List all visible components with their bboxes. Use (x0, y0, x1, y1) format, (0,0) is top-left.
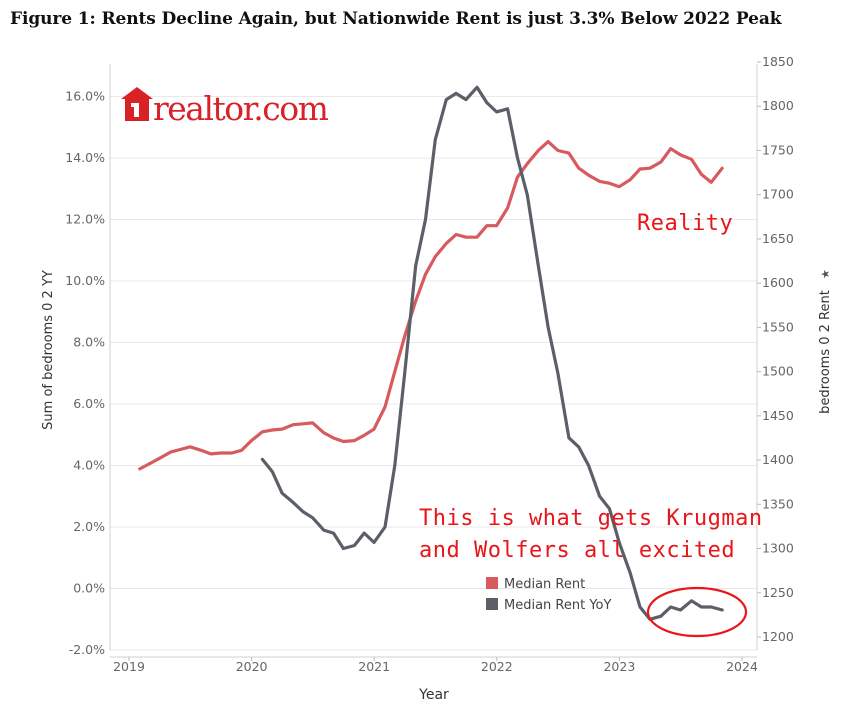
y-right-tick-label: 1750 (762, 142, 794, 157)
y-right-tick-label: 1400 (762, 452, 794, 467)
y-right-tick-label: 1550 (762, 319, 794, 334)
y-left-tick-label: 10.0% (65, 273, 105, 288)
x-tick-label: 2024 (726, 659, 758, 674)
legend-swatch-median-rent (486, 577, 498, 589)
x-tick-label: 2020 (236, 659, 268, 674)
x-tick-label: 2021 (358, 659, 390, 674)
y-right-tick-label: 1450 (762, 408, 794, 423)
x-axis-ticks: 2019 2020 2021 2022 2023 2024 (113, 657, 758, 674)
y-left-tick-label: 16.0% (65, 89, 105, 104)
y-left-tick-label: 14.0% (65, 150, 105, 165)
legend-label-median-rent-yoy: Median Rent YoY (504, 598, 611, 613)
y-right-tick-label: 1600 (762, 275, 794, 290)
left-axis-ticks: 16.0% 14.0% 12.0% 10.0% 8.0% 6.0% 4.0% 2.0% 0.0%… (65, 89, 105, 658)
y-right-tick-label: 1650 (762, 231, 794, 246)
legend: Median Rent Median Rent YoY (486, 577, 611, 613)
sort-icon[interactable]: ★ (819, 269, 832, 279)
series-lines (138, 85, 724, 621)
annotation-krugman-line1: This is what gets Krugman (419, 506, 763, 531)
y-left-tick-label: 6.0% (73, 396, 105, 411)
y-right-tick-label: 1250 (762, 585, 794, 600)
x-tick-label: 2022 (481, 659, 513, 674)
gridlines (110, 96, 757, 651)
y-right-tick-label: 1200 (762, 629, 794, 644)
y-right-tick-label: 1800 (762, 98, 794, 113)
y-left-tick-label: 12.0% (65, 212, 105, 227)
right-axis-ticks: 1850 1800 1750 1700 1650 1600 1550 1500 1450 1400… (757, 54, 794, 644)
y-left-tick-label: 2.0% (73, 519, 105, 534)
series-line-median-rent (138, 140, 724, 471)
annotation-reality: Reality (637, 211, 733, 236)
axes (109, 64, 758, 658)
figure-title: Figure 1: Rents Decline Again, but Natio… (10, 9, 782, 29)
x-tick-label: 2023 (603, 659, 635, 674)
x-tick-label: 2019 (113, 659, 145, 674)
logo-text: realtor.com (153, 89, 329, 128)
y-right-tick-label: 1500 (762, 364, 794, 379)
legend-swatch-median-rent-yoy (486, 598, 498, 610)
y-left-tick-label: -2.0% (69, 642, 105, 657)
y-left-tick-label: 0.0% (73, 581, 105, 596)
y-left-tick-label: 8.0% (73, 335, 105, 350)
realtor-logo: realtor.com (121, 87, 330, 128)
y-right-tick-label: 1300 (762, 541, 794, 556)
house-icon (121, 87, 153, 121)
series-line-median-rent-yoy (260, 85, 724, 621)
y-right-tick-label: 1350 (762, 496, 794, 511)
y-axis-left-label: Sum of bedrooms 0 2 YY (41, 270, 56, 430)
y-axis-right-label: bedrooms 0 2 Rent (818, 290, 833, 414)
y-right-tick-label: 1700 (762, 187, 794, 202)
annotation-krugman-line2: and Wolfers all excited (419, 538, 735, 563)
legend-label-median-rent: Median Rent (504, 577, 585, 592)
x-axis-label: Year (418, 687, 449, 703)
y-right-tick-label: 1850 (762, 54, 794, 69)
y-left-tick-label: 4.0% (73, 458, 105, 473)
circle-annotation (646, 586, 748, 638)
